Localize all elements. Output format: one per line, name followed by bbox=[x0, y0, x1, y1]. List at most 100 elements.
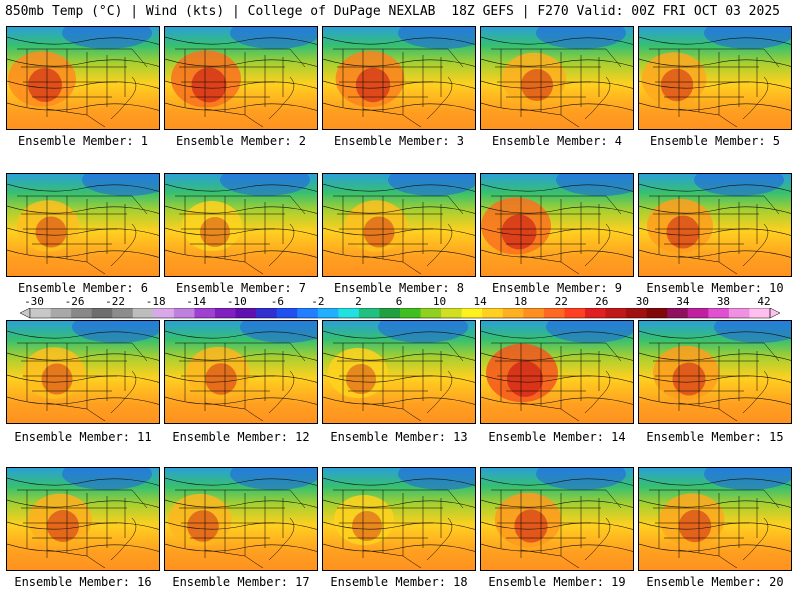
height-contours bbox=[323, 36, 475, 111]
ensemble-member-label: Ensemble Member: 14 bbox=[488, 430, 626, 444]
colorbar-segment bbox=[132, 308, 154, 318]
colorbar-segment bbox=[71, 308, 93, 318]
hot-core bbox=[501, 214, 537, 250]
ensemble-member-label: Ensemble Member: 13 bbox=[330, 430, 468, 444]
warm-air-core bbox=[182, 201, 242, 251]
height-contours bbox=[165, 330, 317, 405]
height-contours bbox=[639, 36, 791, 111]
colorbar-segment bbox=[50, 308, 72, 318]
ensemble-member-label: Ensemble Member: 6 bbox=[17, 281, 149, 295]
colorbar-tick-label: 30 bbox=[635, 295, 649, 308]
state-boundaries bbox=[17, 195, 148, 275]
colorbar-min-arrow bbox=[20, 308, 31, 319]
hot-core bbox=[187, 510, 219, 542]
height-contours bbox=[7, 330, 159, 405]
ensemble-member-label: Ensemble Member: 4 bbox=[491, 134, 623, 148]
height-contours bbox=[481, 330, 633, 405]
ensemble-member-label: Ensemble Member: 20 bbox=[646, 575, 784, 589]
ensemble-map-panel bbox=[164, 467, 318, 571]
hot-core bbox=[678, 509, 712, 543]
colorbar-segment bbox=[626, 308, 648, 318]
state-boundaries bbox=[333, 195, 464, 275]
colorbar-max-arrow bbox=[769, 308, 780, 319]
ensemble-map-panel bbox=[6, 173, 160, 277]
ensemble-map-panel bbox=[6, 320, 160, 424]
hot-core bbox=[672, 362, 706, 396]
state-boundaries bbox=[649, 195, 780, 275]
colorbar-segment bbox=[194, 308, 216, 318]
hot-core bbox=[200, 217, 230, 247]
hot-core bbox=[514, 509, 548, 543]
colorbar-tick-label: 2 bbox=[355, 295, 362, 308]
ensemble-member-label: Ensemble Member: 5 bbox=[649, 134, 781, 148]
state-boundaries bbox=[491, 342, 622, 422]
ensemble-member-label: Ensemble Member: 2 bbox=[175, 134, 307, 148]
colorbar-tick-label: -22 bbox=[105, 295, 126, 308]
map-title: 850mb Temp (°C) | Wind (kts) | College o… bbox=[5, 4, 436, 19]
colorbar-tick-label: 6 bbox=[395, 295, 403, 308]
colorbar-segment bbox=[441, 308, 463, 318]
colorbar-segment bbox=[708, 308, 730, 318]
state-boundaries bbox=[333, 48, 464, 128]
state-boundaries bbox=[491, 48, 622, 128]
height-contours bbox=[7, 36, 159, 111]
ensemble-map-panel bbox=[480, 467, 634, 571]
hot-core bbox=[47, 510, 79, 542]
colorbar-tick-label: 18 bbox=[514, 295, 528, 308]
hot-core bbox=[666, 215, 700, 249]
colorbar-segment bbox=[379, 308, 401, 318]
ensemble-member-label: Ensemble Member: 17 bbox=[172, 575, 310, 589]
ensemble-member-label: Ensemble Member: 9 bbox=[491, 281, 623, 295]
hot-core bbox=[41, 363, 73, 395]
height-contours bbox=[481, 477, 633, 552]
ensemble-map-panel bbox=[164, 173, 318, 277]
colorbar-tick-label: -10 bbox=[226, 295, 247, 308]
colorbar-segment bbox=[153, 308, 175, 318]
ensemble-member-label: Ensemble Member: 18 bbox=[330, 575, 468, 589]
state-boundaries bbox=[175, 489, 306, 569]
ensemble-member-label: Ensemble Member: 3 bbox=[333, 134, 465, 148]
height-contours bbox=[7, 477, 159, 552]
colorbar-segment bbox=[297, 308, 319, 318]
warm-air-core bbox=[334, 495, 394, 545]
colorbar-tick-label: -26 bbox=[64, 295, 85, 308]
colorbar-tick-label: -18 bbox=[145, 295, 166, 308]
ensemble-member-label: Ensemble Member: 1 bbox=[17, 134, 149, 148]
colorbar-tick-label: 14 bbox=[473, 295, 487, 308]
ensemble-map-panel bbox=[638, 26, 792, 130]
height-contours bbox=[165, 36, 317, 111]
colorbar-segment bbox=[502, 308, 524, 318]
height-contours bbox=[639, 183, 791, 258]
colorbar-segment bbox=[338, 308, 360, 318]
state-boundaries bbox=[491, 195, 622, 275]
colorbar-segment bbox=[646, 308, 668, 318]
valid-time-label: 18Z GEFS | F270 Valid: 00Z FRI OCT 03 20… bbox=[451, 4, 780, 19]
hot-core bbox=[205, 363, 237, 395]
ensemble-map-panel bbox=[638, 173, 792, 277]
ensemble-map-panel bbox=[638, 320, 792, 424]
colorbar-tick-label: 10 bbox=[432, 295, 447, 308]
colorbar-segment bbox=[91, 308, 113, 318]
colorbar-tick-label: -30 bbox=[24, 295, 44, 308]
warm-air-core bbox=[641, 52, 707, 106]
colorbar-segment bbox=[112, 308, 134, 318]
colorbar-segment bbox=[667, 308, 689, 318]
colorbar-segment bbox=[461, 308, 483, 318]
colorbar-segment bbox=[564, 308, 586, 318]
ensemble-map-panel bbox=[480, 26, 634, 130]
state-boundaries bbox=[17, 48, 148, 128]
colorbar-segment bbox=[215, 308, 237, 318]
hot-core bbox=[28, 68, 62, 102]
hot-core bbox=[521, 69, 553, 101]
colorbar-segment bbox=[358, 308, 380, 318]
ensemble-member-label: Ensemble Member: 12 bbox=[172, 430, 310, 444]
colorbar-segment bbox=[30, 308, 52, 318]
ensemble-member-label: Ensemble Member: 15 bbox=[646, 430, 784, 444]
hot-core bbox=[507, 361, 543, 397]
ensemble-member-label: Ensemble Member: 10 bbox=[646, 281, 784, 295]
hot-core bbox=[363, 216, 395, 248]
colorbar-segment bbox=[317, 308, 339, 318]
colorbar-segment bbox=[256, 308, 278, 318]
colorbar-segment bbox=[585, 308, 607, 318]
colorbar-segment bbox=[728, 308, 750, 318]
